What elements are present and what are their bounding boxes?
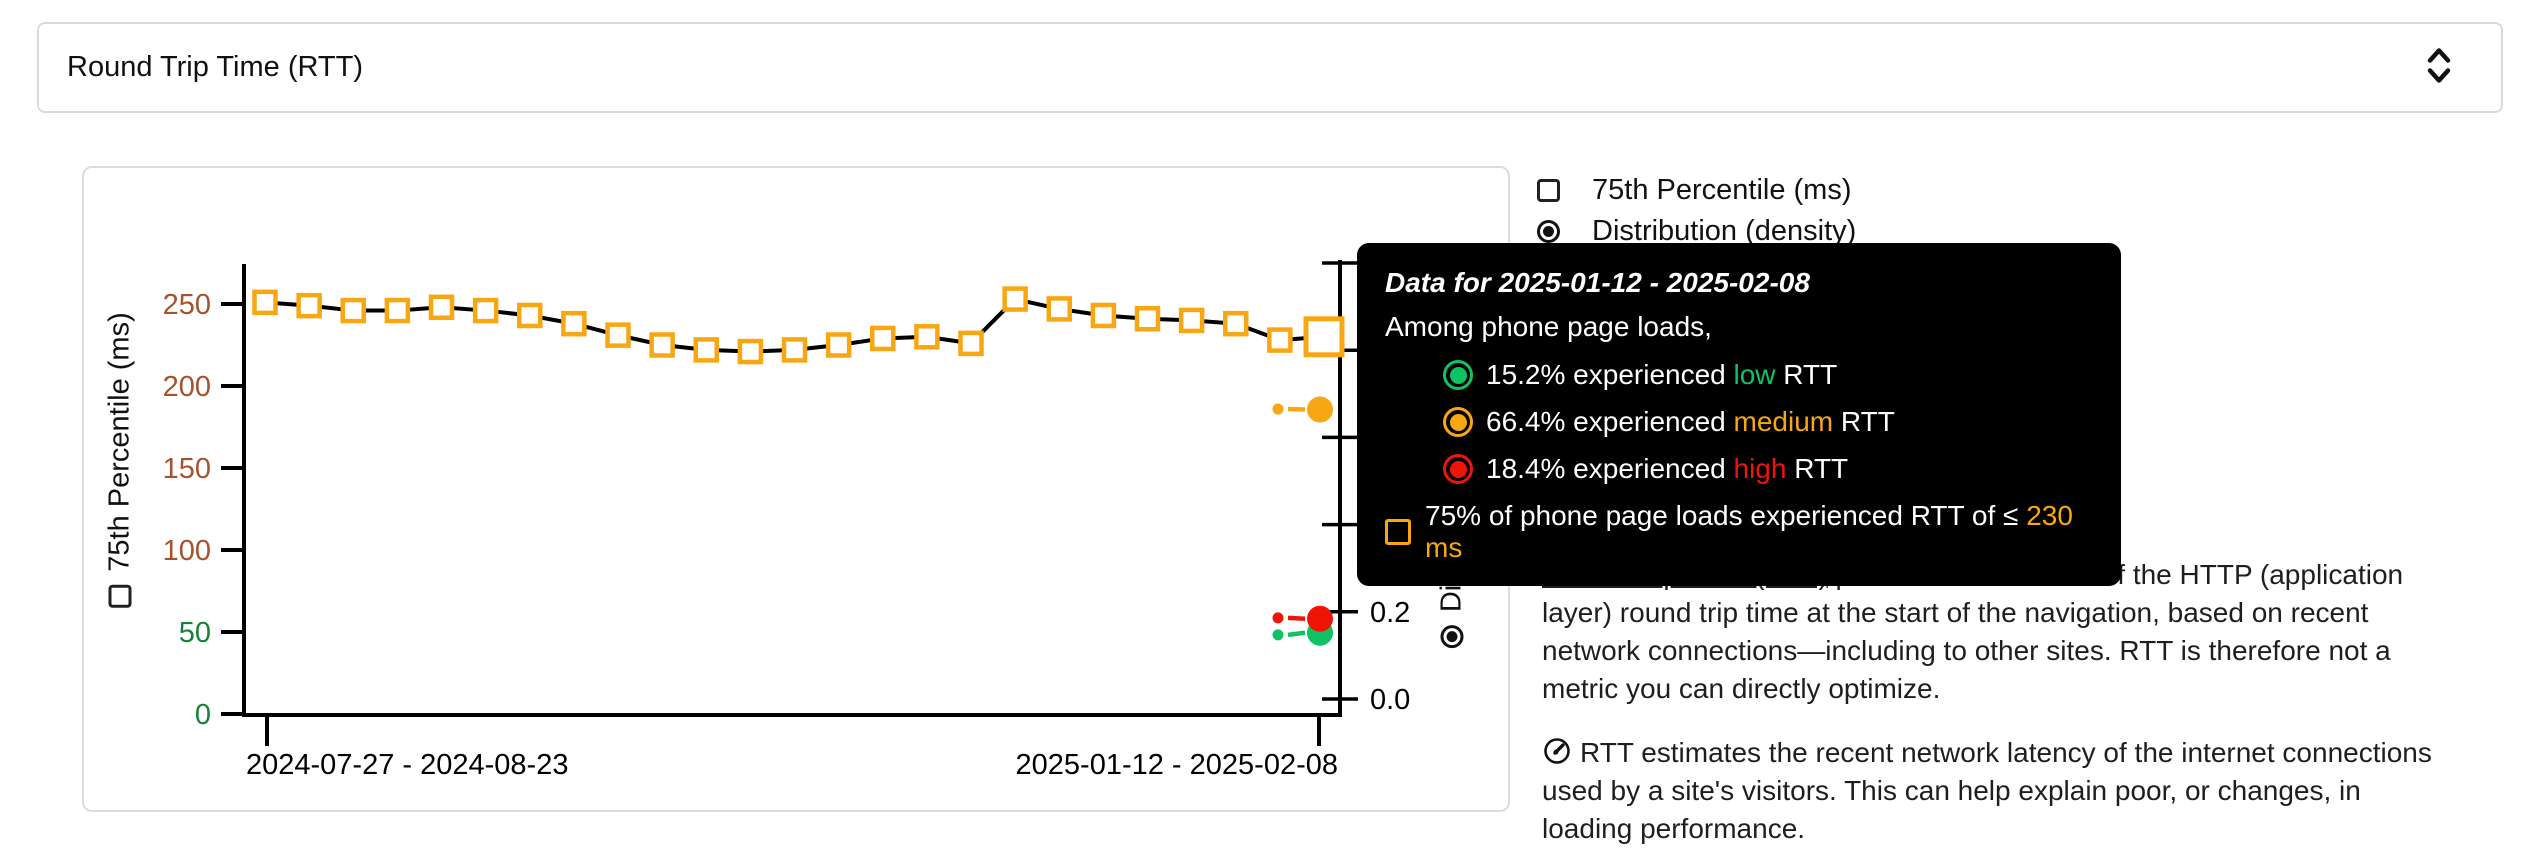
- svg-text:200: 200: [163, 371, 211, 403]
- keyword-medium: medium: [1734, 406, 1834, 437]
- metric-select[interactable]: Round Trip Time (RTT): [37, 22, 2503, 113]
- metric-description: Round Trip Time (RTT) provides an estima…: [1542, 556, 2450, 848]
- rtt-chart[interactable]: 0501001502002500.00.20.40.60.81.02024-07…: [84, 168, 1508, 810]
- metric-select-value: Round Trip Time (RTT): [67, 51, 363, 84]
- tooltip-subtitle: Among phone page loads,: [1385, 311, 2093, 343]
- svg-text:250: 250: [163, 289, 211, 321]
- y-axis-checkbox[interactable]: [109, 585, 132, 608]
- legend-label: 75th Percentile (ms): [1592, 174, 1852, 207]
- chart-legend: 75th Percentile (ms) Distribution (densi…: [1537, 170, 1856, 252]
- tooltip-row-low: 15.2% experienced low RTT: [1443, 359, 2093, 391]
- medium-density-dot-icon: [1443, 407, 1473, 437]
- rtt-chart-card: 0501001502002500.00.20.40.60.81.02024-07…: [82, 166, 1510, 812]
- low-density-dot-icon: [1443, 360, 1473, 390]
- tooltip-row-medium: 66.4% experienced medium RTT: [1443, 406, 2093, 438]
- percentile-checkbox[interactable]: [1537, 179, 1560, 202]
- keyword-high: high: [1734, 453, 1787, 484]
- y-axis-label: 75th Percentile (ms): [104, 312, 137, 608]
- gauge-icon: [1542, 736, 1572, 766]
- y-axis-label-text: 75th Percentile (ms): [104, 312, 137, 572]
- select-chevrons-icon: [2421, 41, 2457, 94]
- svg-text:150: 150: [163, 453, 211, 485]
- keyword-low: low: [1734, 359, 1776, 390]
- svg-text:0: 0: [195, 699, 211, 731]
- tooltip-title: Data for 2025-01-12 - 2025-02-08: [1385, 267, 2093, 299]
- y2-axis-radio[interactable]: [1441, 625, 1464, 648]
- tooltip-row-high: 18.4% experienced high RTT: [1443, 453, 2093, 485]
- tooltip-p75-row: 75% of phone page loads experienced RTT …: [1385, 500, 2093, 564]
- distribution-radio[interactable]: [1537, 220, 1560, 243]
- high-density-dot-icon: [1443, 454, 1473, 484]
- svg-text:2024-07-27 - 2024-08-23: 2024-07-27 - 2024-08-23: [246, 749, 568, 781]
- svg-text:2025-01-12 - 2025-02-08: 2025-01-12 - 2025-02-08: [1016, 749, 1338, 781]
- svg-text:0.0: 0.0: [1370, 684, 1410, 716]
- svg-text:100: 100: [163, 535, 211, 567]
- data-tooltip: Data for 2025-01-12 - 2025-02-08 Among p…: [1357, 243, 2121, 586]
- svg-text:0.2: 0.2: [1370, 597, 1410, 629]
- svg-text:50: 50: [179, 617, 211, 649]
- description-paragraph-2: RTT estimates the recent network latency…: [1542, 734, 2450, 848]
- percentile-square-icon: [1385, 519, 1411, 545]
- legend-item-percentile[interactable]: 75th Percentile (ms): [1537, 170, 1856, 211]
